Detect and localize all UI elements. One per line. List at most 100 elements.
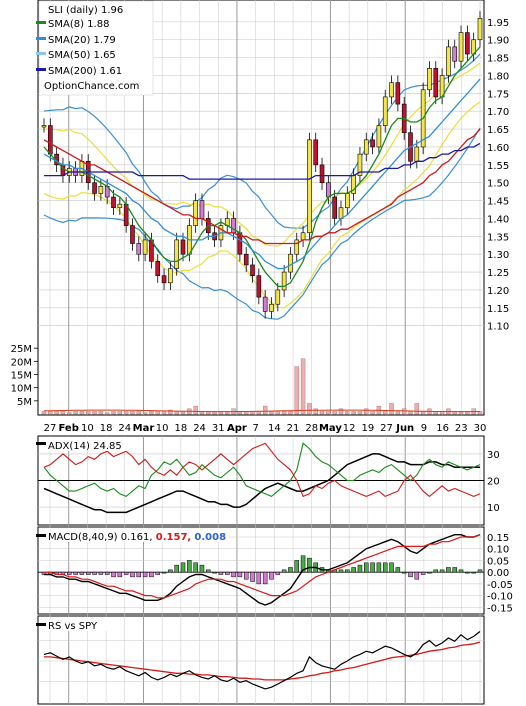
price-tick-label: 1.95 xyxy=(487,18,509,29)
volume-bar xyxy=(98,411,104,415)
candle-body xyxy=(281,271,287,291)
rs-swatch xyxy=(36,623,46,626)
volume-bar xyxy=(262,405,268,415)
volume-bar xyxy=(300,358,306,415)
price-tick-label: 1.15 xyxy=(487,304,509,315)
date-tick-label: 27 xyxy=(44,423,57,434)
volume-bar xyxy=(168,409,173,415)
macd-histogram-bar xyxy=(117,571,123,578)
volume-bar xyxy=(319,411,325,415)
macd-histogram-bar xyxy=(395,567,401,573)
bollinger-upper-line xyxy=(43,53,481,229)
macd-histogram-bar xyxy=(250,571,255,582)
candle-body xyxy=(199,200,205,219)
date-tick-label: 18 xyxy=(175,423,188,434)
candle-body xyxy=(98,185,104,194)
volume-bar xyxy=(414,403,420,415)
macd-histogram-bar xyxy=(345,569,350,573)
macd-histogram-bar xyxy=(439,569,445,573)
volume-bar xyxy=(48,411,53,415)
volume-bars xyxy=(41,358,483,415)
candle-body xyxy=(427,68,432,91)
macd-histogram-bar xyxy=(104,571,110,575)
date-tick-label: Apr xyxy=(227,423,247,434)
candle-body xyxy=(262,296,268,312)
volume-bar xyxy=(269,411,274,415)
volume-tick-label: 5M xyxy=(17,397,32,408)
price-panel-frame xyxy=(37,0,485,416)
volume-tick-label: 25M xyxy=(11,344,32,355)
adx-line xyxy=(43,453,480,514)
volume-bar xyxy=(60,411,66,415)
date-tick-label: 10 xyxy=(156,423,169,434)
volume-tick-label: 10M xyxy=(11,384,32,395)
volume-bar xyxy=(332,411,337,415)
date-tick-label: 19 xyxy=(361,423,374,434)
macd-histogram-bar xyxy=(288,567,293,573)
candle-body xyxy=(136,243,142,255)
macd-histogram-bar xyxy=(370,562,375,573)
volume-bar xyxy=(408,411,413,415)
volume-bar xyxy=(130,411,135,415)
volume-bar xyxy=(86,411,91,415)
volume-bar xyxy=(180,411,186,415)
price-tick-label: 1.30 xyxy=(487,250,509,261)
volume-bar xyxy=(193,405,198,415)
macd-panel-frame xyxy=(37,526,485,615)
macd-histogram-bar xyxy=(465,571,470,574)
price-tick-label: 1.70 xyxy=(487,107,509,118)
macd-title: MACD(8,40,9) 0.161, 0.157, 0.008 xyxy=(48,532,226,543)
macd-histogram-bar xyxy=(471,571,476,574)
price-tick-label: 1.75 xyxy=(487,89,509,100)
candle-body xyxy=(142,239,148,255)
date-tick-label: 7 xyxy=(252,423,258,434)
date-tick-label: 28 xyxy=(305,423,318,434)
price-tick-label: 1.20 xyxy=(487,286,509,297)
price-tick-label: 1.85 xyxy=(487,54,509,65)
macd-histogram-bar xyxy=(281,569,287,573)
legend-sma20-swatch xyxy=(36,37,46,40)
legend-sma8: SMA(8) 1.88 xyxy=(48,19,109,30)
volume-bar xyxy=(338,408,344,415)
keltner-lower-line xyxy=(43,101,481,309)
candle-body xyxy=(155,261,161,276)
sma50-line xyxy=(43,128,481,245)
volume-bar xyxy=(395,411,401,415)
macd-histogram-bar xyxy=(420,571,426,575)
macd-histogram-bar xyxy=(174,564,179,573)
sma8-line xyxy=(43,46,481,288)
rs-line xyxy=(43,631,481,690)
rs-panel-frame xyxy=(37,615,485,705)
volume-bar xyxy=(174,411,179,415)
macd-histogram-bar xyxy=(357,564,363,573)
macd-histogram-bar xyxy=(111,571,116,578)
volume-bar xyxy=(281,411,287,415)
macd-histogram-bar xyxy=(389,562,394,573)
volume-bar xyxy=(67,412,72,415)
adx-swatch xyxy=(36,442,46,445)
minus-di-line xyxy=(43,442,481,498)
volume-bar xyxy=(275,411,280,415)
candle-body xyxy=(389,82,394,98)
candle-body xyxy=(458,32,464,62)
candle-body xyxy=(477,17,483,41)
candle-body xyxy=(370,139,375,148)
sma200-line xyxy=(44,142,481,180)
volume-bar xyxy=(307,403,312,415)
candle-body xyxy=(313,139,319,166)
date-tick-label: May xyxy=(319,423,342,434)
macd-signal-line xyxy=(44,534,481,599)
date-tick-label: 23 xyxy=(455,423,468,434)
candle-body xyxy=(243,253,249,266)
macd-histogram-bar xyxy=(212,571,217,574)
macd-histogram-bar xyxy=(231,571,236,578)
macd-tick-label: 0.05 xyxy=(487,556,509,567)
volume-bar xyxy=(142,412,148,415)
volume-bar xyxy=(92,411,97,415)
macd-histogram-bar xyxy=(269,571,274,580)
macd-tick-label: -0.10 xyxy=(487,592,513,603)
date-tick-label: 24 xyxy=(118,423,131,434)
price-tick-label: 1.60 xyxy=(487,143,509,154)
candle-body xyxy=(168,268,173,284)
macd-histogram-bar xyxy=(98,571,104,575)
